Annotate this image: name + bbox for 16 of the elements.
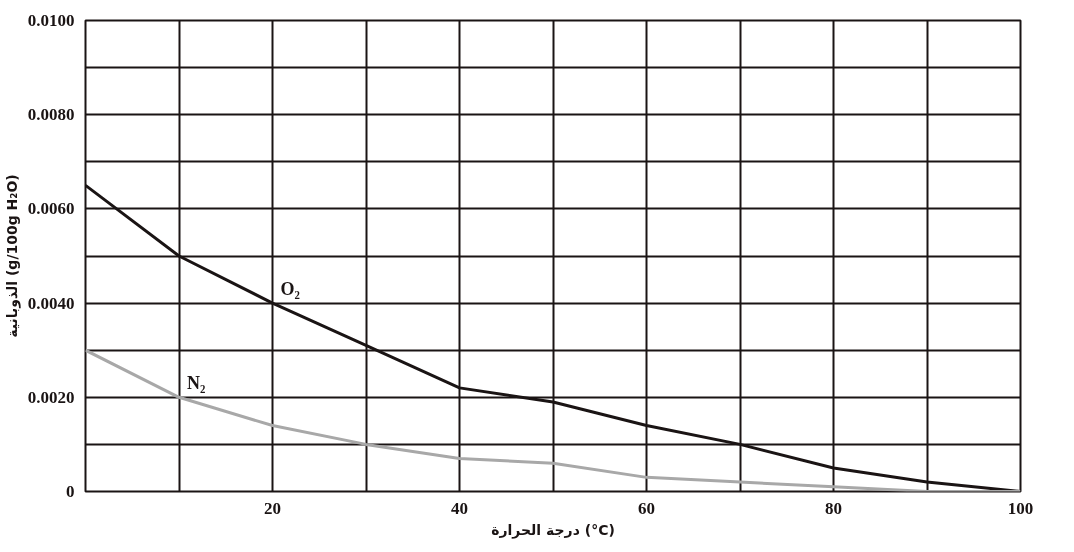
y-axis-title: الذوبانية (g/100g H₂O) xyxy=(3,174,21,338)
y-tick-label: 0.0100 xyxy=(27,11,75,30)
x-tick-label: 20 xyxy=(264,498,281,518)
y-tick-label: 0.0040 xyxy=(27,293,75,313)
x-axis-title: درجة الحرارة (°C) xyxy=(491,521,615,539)
y-tick-label: 0.0020 xyxy=(27,387,75,407)
x-tick-label: 100 xyxy=(1007,498,1034,518)
x-tick-label: 60 xyxy=(638,498,655,518)
y-tick-label: 0.0080 xyxy=(27,105,75,125)
line-series xyxy=(85,348,1021,492)
x-tick-label: 80 xyxy=(825,498,842,518)
series-label: N₂ xyxy=(187,373,206,394)
series-label: O₂ xyxy=(280,279,300,300)
x-tick-label: 40 xyxy=(451,498,468,518)
y-tick-label: 0.0060 xyxy=(27,199,75,219)
y-tick-label: 0 xyxy=(66,482,75,501)
